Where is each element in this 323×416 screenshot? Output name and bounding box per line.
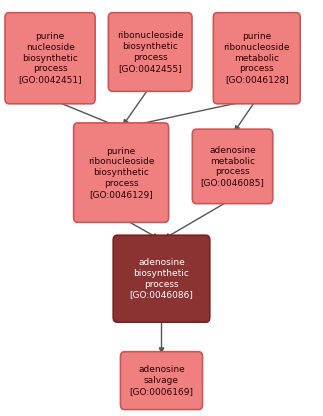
FancyBboxPatch shape <box>74 123 169 222</box>
FancyBboxPatch shape <box>113 235 210 322</box>
Text: adenosine
biosynthetic
process
[GO:0046086]: adenosine biosynthetic process [GO:00460… <box>130 258 193 300</box>
Text: ribonucleoside
biosynthetic
process
[GO:0042455]: ribonucleoside biosynthetic process [GO:… <box>117 31 183 73</box>
Text: adenosine
metabolic
process
[GO:0046085]: adenosine metabolic process [GO:0046085] <box>201 146 265 187</box>
FancyBboxPatch shape <box>214 13 300 104</box>
FancyBboxPatch shape <box>192 129 273 203</box>
FancyBboxPatch shape <box>120 352 203 409</box>
Text: adenosine
salvage
[GO:0006169]: adenosine salvage [GO:0006169] <box>130 365 193 396</box>
Text: purine
ribonucleoside
metabolic
process
[GO:0046128]: purine ribonucleoside metabolic process … <box>224 32 290 84</box>
FancyBboxPatch shape <box>109 12 192 92</box>
Text: purine
nucleoside
biosynthetic
process
[GO:0042451]: purine nucleoside biosynthetic process [… <box>18 32 82 84</box>
FancyBboxPatch shape <box>5 13 95 104</box>
Text: purine
ribonucleoside
biosynthetic
process
[GO:0046129]: purine ribonucleoside biosynthetic proce… <box>88 146 154 199</box>
